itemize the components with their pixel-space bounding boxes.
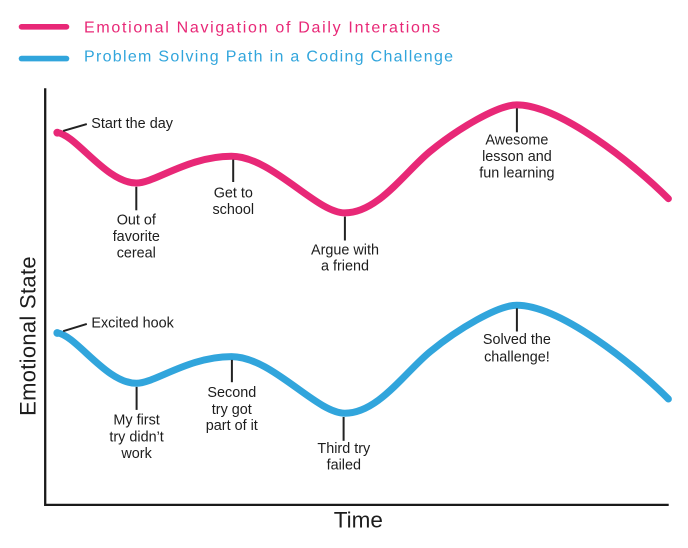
svg-text:a friend: a friend <box>321 258 369 274</box>
svg-text:challenge!: challenge! <box>484 350 550 366</box>
svg-text:Out of: Out of <box>117 212 157 228</box>
svg-text:work: work <box>120 446 152 462</box>
svg-text:lesson and: lesson and <box>482 149 552 165</box>
svg-text:Start the day: Start the day <box>91 116 173 132</box>
svg-text:failed: failed <box>327 457 361 473</box>
svg-text:Emotional State: Emotional State <box>16 256 41 416</box>
svg-text:fun learning: fun learning <box>479 166 554 182</box>
svg-text:Emotional Navigation of Daily: Emotional Navigation of Daily Interation… <box>84 19 442 36</box>
svg-text:Argue with: Argue with <box>311 242 379 258</box>
svg-text:part of it: part of it <box>206 418 258 434</box>
svg-text:Solved the: Solved the <box>483 332 551 348</box>
svg-text:My first: My first <box>113 413 159 429</box>
svg-text:cereal: cereal <box>117 246 156 262</box>
svg-text:Third try: Third try <box>317 441 371 457</box>
svg-text:Awesome: Awesome <box>485 133 548 149</box>
svg-text:favorite: favorite <box>113 229 160 245</box>
svg-text:Problem Solving Path in a Codi: Problem Solving Path in a Coding Challen… <box>84 49 454 66</box>
svg-text:Excited hook: Excited hook <box>91 315 174 331</box>
svg-text:school: school <box>212 202 254 218</box>
svg-text:Get to: Get to <box>214 186 253 202</box>
svg-text:try didn’t: try didn’t <box>109 429 163 445</box>
svg-text:try got: try got <box>212 402 252 418</box>
svg-text:Second: Second <box>207 385 256 401</box>
svg-text:Time: Time <box>334 508 383 533</box>
